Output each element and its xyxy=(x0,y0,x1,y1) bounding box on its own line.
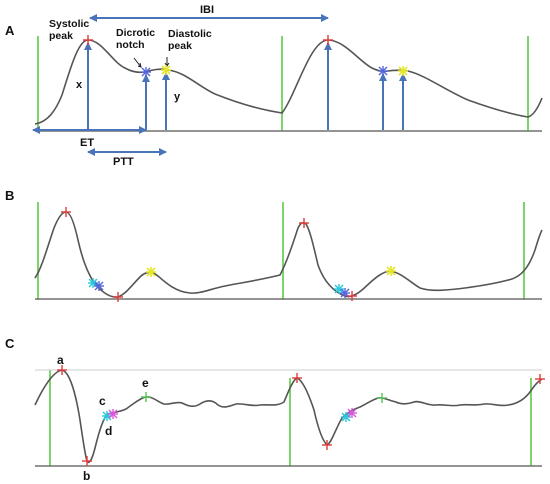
ppg-signal xyxy=(34,211,543,298)
point-b-marker xyxy=(322,440,332,450)
foot-marker xyxy=(347,291,357,301)
systolic-peak-marker xyxy=(299,218,309,228)
ppg-signal xyxy=(34,39,543,125)
panel-c-letter: C xyxy=(5,336,15,351)
pointer-arrow xyxy=(164,62,170,67)
panel-b: B xyxy=(5,188,543,302)
pointer-arrow xyxy=(137,62,142,68)
dicrotic-notch-marker xyxy=(94,281,104,291)
point-e-marker xyxy=(377,393,387,403)
systolic-peak-marker xyxy=(61,207,71,217)
foot-marker xyxy=(113,292,123,302)
y-label: y xyxy=(174,91,181,103)
ptt-label: PTT xyxy=(113,156,134,168)
panel-c: C a b c d e xyxy=(5,336,545,483)
point-a-marker xyxy=(292,373,302,383)
point-b-marker xyxy=(82,456,92,466)
diastolic-peak-marker xyxy=(386,266,396,276)
point-c-marker xyxy=(341,412,351,422)
point-a-marker xyxy=(535,374,545,384)
point-a-label: a xyxy=(57,353,64,367)
point-e-marker xyxy=(141,392,151,402)
ibi-label: IBI xyxy=(200,4,214,16)
diastolic-peak-marker xyxy=(161,65,171,75)
point-a-marker xyxy=(57,365,67,375)
systolic-peak-label: Systolic peak xyxy=(49,18,92,42)
dicrotic-notch-marker xyxy=(378,66,388,76)
point-b-label: b xyxy=(83,469,90,483)
diastolic-peak-label: Diastolic peak xyxy=(168,28,215,52)
diastolic-peak-marker xyxy=(146,267,156,277)
diastolic-peak-marker xyxy=(398,66,408,76)
panel-b-letter: B xyxy=(5,188,14,203)
point-e-label: e xyxy=(142,376,149,390)
systolic-peak-marker xyxy=(323,35,333,45)
pointer-arrow xyxy=(133,57,142,68)
x-label: x xyxy=(76,79,83,91)
point-d-marker xyxy=(347,408,357,418)
point-d-marker xyxy=(108,409,118,419)
onset-marker xyxy=(334,284,344,294)
point-c-label: c xyxy=(99,394,106,408)
et-label: ET xyxy=(80,137,94,149)
dicrotic-notch-marker xyxy=(141,67,151,77)
dicrotic-notch-label: Dicrotic notch xyxy=(116,27,158,51)
panel-a-letter: A xyxy=(5,23,15,38)
point-d-label: d xyxy=(105,424,112,438)
panel-a: A Systolic peak xyxy=(5,4,543,168)
systolic-peak-marker xyxy=(83,35,93,45)
